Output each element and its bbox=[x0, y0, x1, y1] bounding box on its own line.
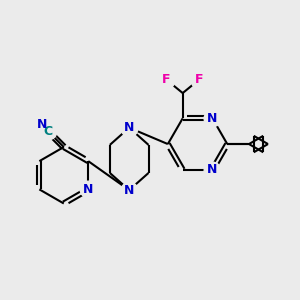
Text: N: N bbox=[207, 112, 218, 125]
Text: N: N bbox=[124, 184, 134, 196]
Text: N: N bbox=[207, 163, 218, 176]
Text: C: C bbox=[44, 125, 52, 138]
Text: N: N bbox=[124, 121, 134, 134]
Text: F: F bbox=[162, 73, 171, 86]
Text: N: N bbox=[83, 183, 93, 196]
Text: N: N bbox=[37, 118, 47, 131]
Text: F: F bbox=[195, 73, 203, 86]
